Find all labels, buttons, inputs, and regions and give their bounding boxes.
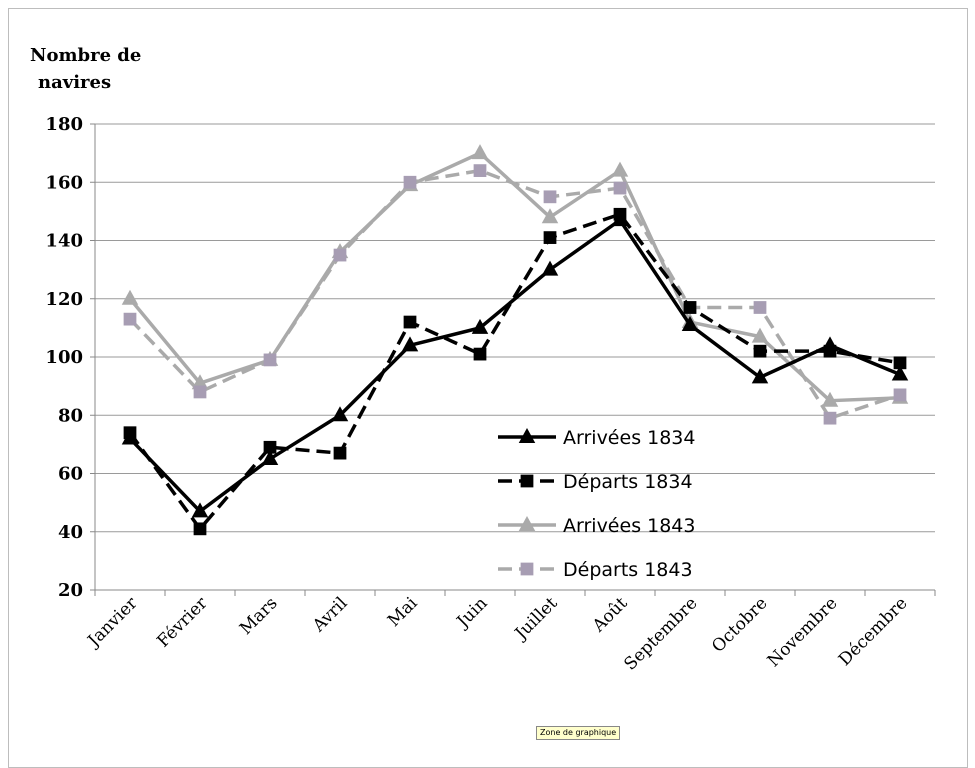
legend-marker [520,474,534,488]
x-tick-label: Septembre [620,593,701,674]
x-tick-label: Mai [384,593,422,631]
data-point [613,181,627,195]
data-point [263,440,277,454]
data-point [543,231,557,244]
data-point [891,365,909,381]
y-axis-label-line: Nombre de [30,45,142,66]
data-point [753,301,767,314]
y-axis-label: Nombre de navires [30,42,141,96]
data-point [753,344,767,358]
data-point [333,446,347,460]
data-point [611,161,629,177]
legend-marker [518,516,536,531]
data-point [893,388,907,402]
data-point [893,356,907,370]
data-point [823,411,837,425]
data-point [751,327,769,343]
data-point [403,315,417,329]
data-point [543,190,557,204]
y-tick-label: 180 [45,114,83,135]
x-tick-label: Novembre [764,593,842,671]
x-tick-label: Octobre [708,593,771,656]
x-tick-label: Juin [452,593,492,633]
legend-label: Départs 1843 [563,559,693,581]
data-point [471,144,489,160]
y-tick-label: 100 [45,347,83,368]
y-axis-label-line: navires [38,72,112,93]
x-tick-label: Janvier [83,593,142,652]
legend-label: Arrivées 1834 [563,427,695,449]
data-point [331,406,349,422]
x-tick-label: Décembre [835,593,912,670]
data-point [823,344,837,358]
data-point [263,353,277,367]
y-tick-label: 20 [58,580,83,601]
legend-label: Départs 1834 [563,471,693,493]
data-point [541,208,559,224]
legend-marker [518,428,536,443]
data-point [473,164,487,177]
y-tick-label: 80 [58,405,83,426]
data-point [401,336,419,352]
legend-label: Arrivées 1843 [563,515,695,537]
data-point [821,391,839,407]
data-point [471,318,489,334]
chart-area-tooltip: Zone de graphique [536,726,621,740]
data-point [751,368,769,384]
data-point [403,175,417,189]
data-point [193,385,207,399]
line-chart: 20 40 60 80 100 120 140 160 180 Janvier Février Mar… [45,114,936,674]
data-point [123,426,137,440]
data-point [261,449,279,465]
data-point [121,289,139,305]
data-point [473,347,487,361]
series-line [128,151,901,403]
y-tick-label: 120 [45,289,83,310]
data-point [541,260,559,276]
x-tick-label: Juillet [510,593,562,645]
y-tick-label: 40 [58,522,83,543]
legend-marker [520,562,534,576]
data-point [191,502,209,518]
y-tick-label: 60 [58,464,83,485]
y-tick-label: 160 [45,172,83,193]
series-line [128,218,901,514]
data-point [681,315,699,331]
data-point [123,312,137,326]
x-tick-label: Mars [236,593,282,639]
data-point [193,522,207,536]
x-tick-label: Août [588,593,631,636]
data-point [683,301,697,314]
series-line [128,168,901,420]
y-tick-label: 140 [45,231,83,252]
data-point [333,248,347,262]
x-tick-label: Février [153,593,212,652]
series-line [128,212,901,531]
data-point [613,207,627,221]
x-tick-label: Avril [308,593,351,636]
